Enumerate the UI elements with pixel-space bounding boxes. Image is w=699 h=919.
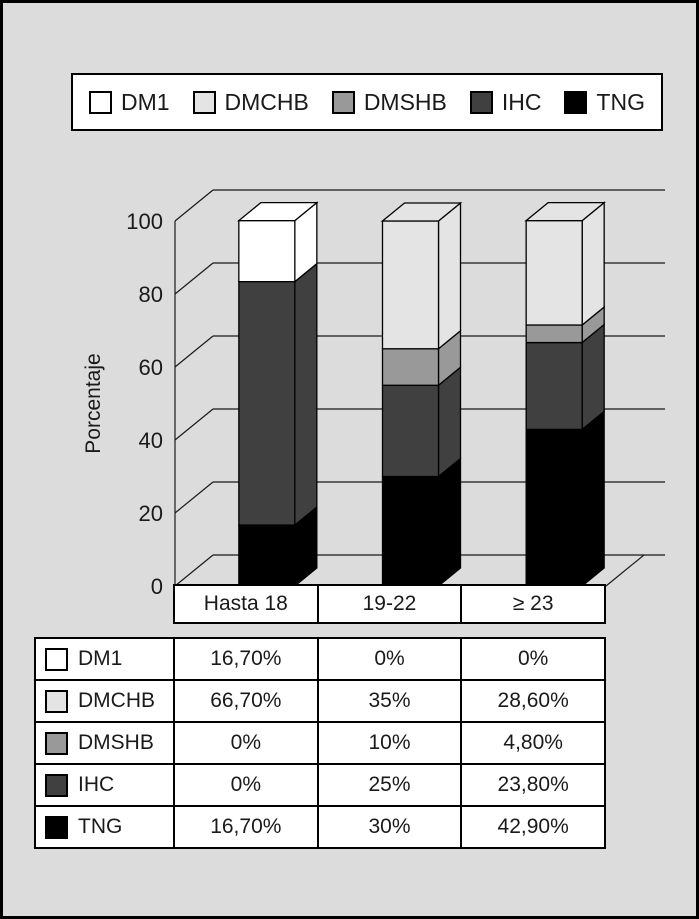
bar-segment-dmchb-19-22 — [381, 220, 440, 350]
legend-swatch-dmchb-icon — [192, 90, 216, 114]
value-dm1-19-22: 0% — [318, 639, 461, 679]
legend-label-dmshb: DMSHB — [363, 88, 447, 115]
bar-19-22 — [380, 201, 463, 588]
row-swatch-dmshb-icon — [45, 731, 68, 755]
bar-segment-dmchb-23 — [525, 219, 583, 326]
bar-segment-side-tng-19-22 — [437, 457, 462, 588]
bar-segment-dmshb-19-22 — [381, 348, 440, 386]
row-label-dmshb: DMSHB — [36, 723, 173, 763]
y-axis-title: Porcentaje — [82, 353, 105, 453]
y-tick-label-100: 100 — [126, 209, 163, 234]
legend-item-dm1: DM1 — [89, 89, 170, 116]
grid-tick-slant-100 — [174, 189, 214, 222]
value-dmchb-hasta-18: 66,70% — [175, 681, 317, 721]
y-tick-label-40: 40 — [139, 428, 163, 453]
data-table: DM1 16,70% 0% 0% DMCHB 66,70% 35% 28,60% DMSHB 0%… — [34, 637, 606, 849]
bar-top-hasta-18 — [237, 201, 319, 222]
y-tick-label-0: 0 — [151, 574, 163, 599]
value-dm1-23: 0% — [462, 639, 604, 679]
bar-segment-side-ihc-19-22 — [437, 365, 462, 478]
y-tick-label-60: 60 — [139, 355, 163, 380]
row-label-text-dmshb: DMSHB — [78, 731, 154, 754]
value-dmchb-23: 28,60% — [462, 681, 604, 721]
legend-item-dmshb: DMSHB — [331, 88, 447, 116]
row-label-text-dmchb: DMCHB — [78, 689, 155, 712]
bar-top-19-22 — [380, 202, 463, 222]
bar-top-23 — [524, 201, 606, 222]
value-dmshb-23: 4,80% — [462, 723, 604, 763]
row-label-ihc: IHC — [36, 765, 173, 805]
y-tick-label-80: 80 — [139, 282, 163, 307]
bar-segment-ihc-19-22 — [381, 384, 440, 478]
legend-swatch-ihc-icon — [469, 90, 493, 114]
category-header-row: Hasta 18 19-22 ≥ 23 — [173, 584, 606, 624]
stacked-bar-chart-3d: 0 20 40 60 80 100 Porcentaje — [82, 189, 665, 599]
bar-segment-dm1-hasta-18 — [238, 219, 296, 283]
bar-segment-tng-hasta-18 — [238, 524, 296, 587]
row-swatch-dm1-icon — [45, 647, 68, 671]
value-dm1-hasta-18: 16,70% — [175, 639, 317, 679]
value-dmchb-19-22: 35% — [318, 681, 461, 721]
row-label-text-ihc: IHC — [78, 773, 115, 796]
value-ihc-hasta-18: 0% — [175, 765, 317, 805]
bar-23 — [524, 201, 606, 588]
value-tng-hasta-18: 16,70% — [175, 807, 317, 847]
grid-tick-slant-80 — [174, 262, 214, 295]
value-tng-19-22: 30% — [318, 807, 461, 847]
legend-swatch-dmshb-icon — [331, 90, 355, 114]
y-tick-label-20: 20 — [139, 501, 163, 526]
bar-segment-side-dmchb-23 — [581, 201, 605, 327]
bar-hasta-18 — [237, 201, 319, 588]
bar-segment-tng-23 — [525, 428, 583, 587]
legend-label-dm1: DM1 — [121, 88, 170, 115]
bar-segment-tng-19-22 — [381, 475, 440, 587]
row-label-tng: TNG — [36, 807, 173, 847]
bar-segment-ihc-23 — [525, 341, 583, 431]
legend-label-dmchb: DMCHB — [224, 88, 309, 115]
value-dmshb-hasta-18: 0% — [175, 723, 317, 763]
category-header-19-22: 19-22 — [318, 586, 461, 622]
bar-segment-dmshb-23 — [525, 324, 583, 344]
bar-segment-side-dmchb-19-22 — [437, 201, 462, 351]
row-label-text-dm1: DM1 — [78, 647, 123, 670]
row-label-dm1: DM1 — [36, 639, 173, 679]
grid-tick-slant-60 — [174, 335, 214, 368]
row-swatch-tng-icon — [45, 815, 68, 839]
legend-swatch-tng-icon — [564, 90, 588, 114]
legend-swatch-dm1-icon — [89, 90, 112, 114]
legend-label-ihc: IHC — [501, 88, 542, 115]
grid-tick-slant-20 — [174, 481, 214, 514]
value-ihc-23: 23,80% — [462, 765, 604, 805]
legend-item-ihc: IHC — [469, 88, 542, 116]
bar-segment-side-dmchb-hasta-18 — [294, 262, 318, 527]
category-header-hasta-18: Hasta 18 — [175, 586, 317, 622]
legend-item-tng: TNG — [564, 89, 645, 116]
bar-segment-side-tng-23 — [581, 410, 605, 588]
bar-segment-dmchb-hasta-18 — [238, 280, 296, 526]
row-label-dmchb: DMCHB — [36, 681, 173, 721]
legend-label-tng: TNG — [596, 88, 645, 115]
row-swatch-dmchb-icon — [45, 689, 68, 713]
legend-item-dmchb: DMCHB — [192, 88, 309, 116]
value-ihc-19-22: 25% — [318, 765, 461, 805]
floor-right-edge — [605, 554, 645, 587]
grid-tick-slant-0 — [174, 554, 214, 587]
row-swatch-ihc-icon — [45, 773, 68, 797]
value-dmshb-19-22: 10% — [318, 723, 461, 763]
value-tng-23: 42,90% — [462, 807, 604, 847]
category-header-23: ≥ 23 — [462, 586, 604, 622]
grid-tick-slant-40 — [174, 408, 214, 441]
row-label-text-tng: TNG — [78, 815, 123, 838]
chart-legend: DM1 DMCHB DMSHB IHC TNG — [71, 73, 663, 131]
